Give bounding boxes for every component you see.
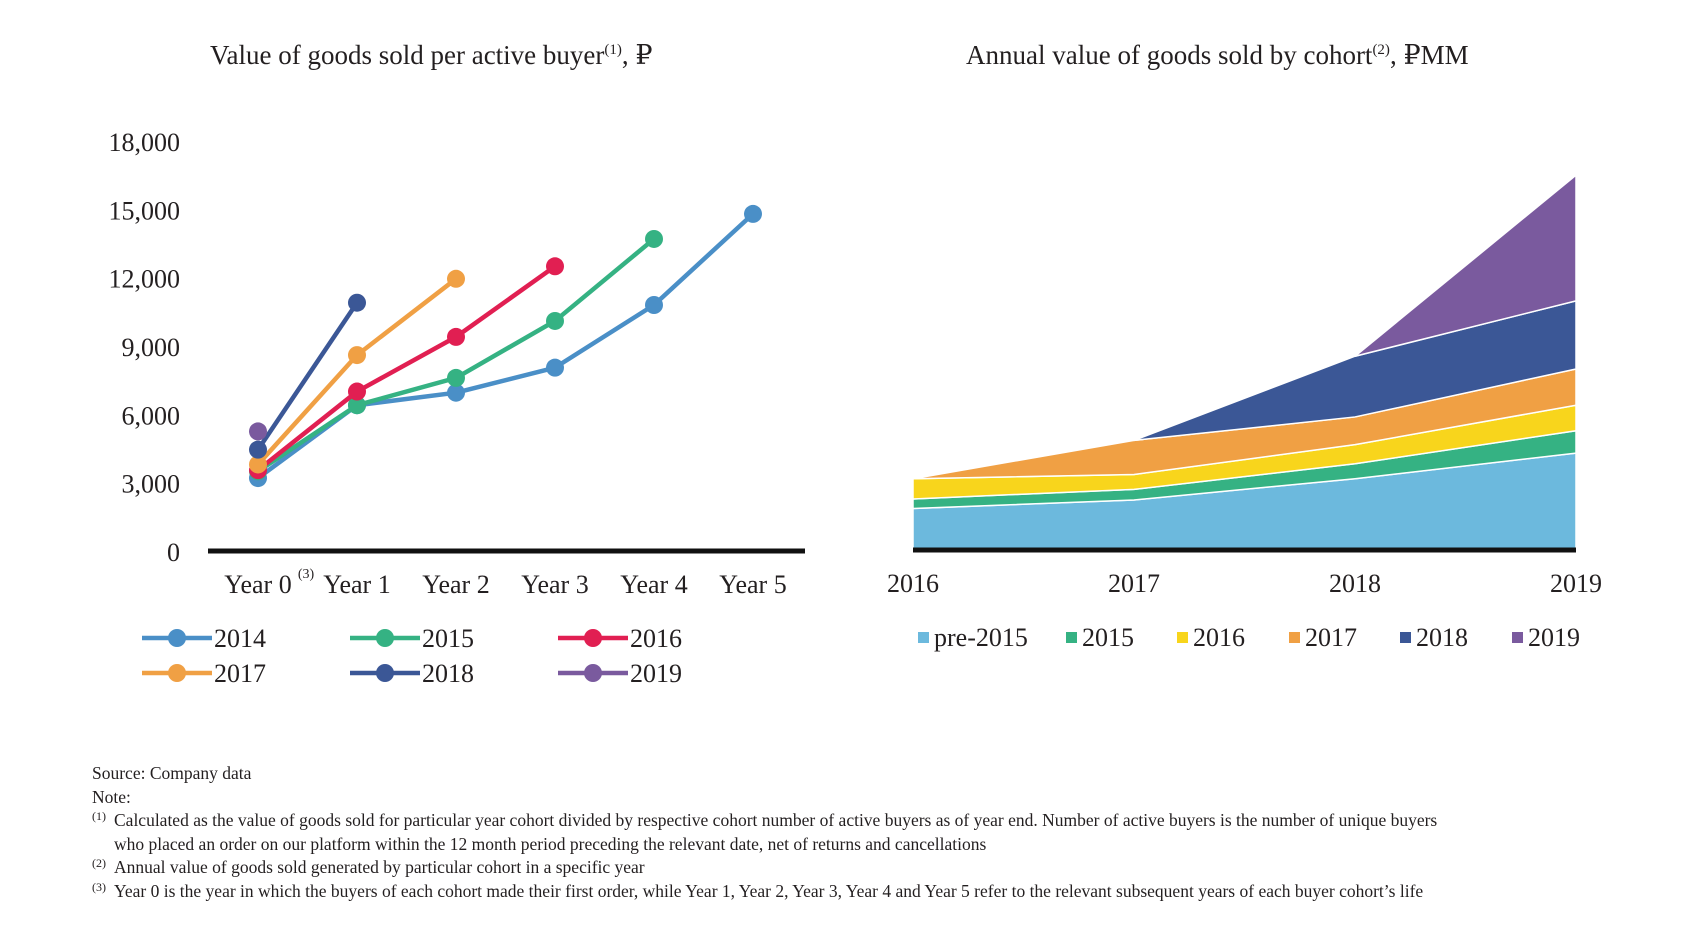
series-line-2016	[256, 264, 557, 472]
footnote-3-text: Year 0 is the year in which the buyers o…	[114, 880, 1424, 901]
legend-label-2015: 2015	[422, 624, 474, 653]
data-point-2014	[645, 296, 663, 314]
legend-label-2018: 2018	[1416, 623, 1468, 652]
y-tick-label: 0	[167, 538, 180, 567]
right-chart-title-footnote-mark: (2)	[1372, 42, 1390, 58]
legend-label-2014: 2014	[214, 624, 266, 653]
footnote-2: (2) Annual value of goods sold generated …	[92, 856, 1632, 880]
footnote-3: (3) Year 0 is the year in which the buyer…	[92, 880, 1632, 904]
x-tick-label: Year 2	[422, 570, 489, 599]
data-point-2014	[546, 358, 564, 377]
data-point-2017	[447, 269, 465, 288]
footnote-2-mark: (2)	[92, 856, 106, 870]
footnote-3-mark: (3)	[92, 879, 106, 894]
x-tick-label: 2018	[1329, 569, 1381, 598]
data-point-2019	[249, 422, 267, 441]
x-tick-label: Year 0	[224, 570, 291, 599]
footnote-1: (1) Calculated as the value of goods sold…	[92, 809, 1632, 833]
legend-label-2017: 2017	[1305, 623, 1357, 652]
y-tick-label: 12,000	[109, 265, 181, 294]
data-point-2016	[348, 382, 366, 401]
y-tick-label: 15,000	[109, 196, 181, 225]
right-chart-title: Annual value of goods sold by cohort(2),…	[966, 40, 1469, 71]
footnote-1-continuation: who placed an order on our platform with…	[114, 833, 987, 854]
series-line-2014	[256, 212, 755, 480]
legend-marker-2019	[584, 664, 602, 682]
stacked-area-chart: 2016 2017 2018 2019 pre-2015 2015 2016 2017 2018…	[887, 174, 1602, 652]
x-tick-label: Year 1	[323, 570, 390, 599]
x-tick-label: 2017	[1108, 569, 1160, 598]
legend-label-2015: 2015	[1082, 623, 1134, 652]
x-tick-label: 2019	[1550, 569, 1602, 598]
notes-section: Source: Company data Note: (1) Calculated…	[92, 762, 1632, 903]
data-point-2017	[249, 455, 267, 474]
data-point-2014	[744, 204, 762, 223]
left-chart-title-text: Value of goods sold per active buyer	[210, 40, 605, 70]
right-chart-title-unit: , ₽MM	[1389, 40, 1469, 70]
left-chart-title-unit: , ₽	[621, 40, 653, 70]
legend-label-2016: 2016	[630, 624, 682, 653]
y-tick-label: 3,000	[122, 470, 181, 499]
line-chart: 0 3,000 6,000 9,000 12,000 15,000 18,000 Year 0…	[109, 128, 805, 688]
legend-swatch-2015	[1066, 632, 1077, 643]
legend-marker-2017	[168, 664, 186, 682]
footnote-1-mark: (1)	[92, 809, 106, 823]
legend-swatch-2018	[1400, 632, 1411, 643]
data-point-2015	[546, 311, 564, 330]
left-chart-title-footnote-mark: (1)	[604, 42, 622, 58]
legend-marker-2018	[376, 664, 394, 682]
legend-swatch-2017	[1289, 632, 1300, 643]
footnote-1-line-1: Calculated as the value of goods sold fo…	[114, 810, 1438, 830]
left-chart-title: Value of goods sold per active buyer(1),…	[210, 40, 653, 71]
right-chart-title-text: Annual value of goods sold by cohort	[966, 40, 1373, 70]
data-point-2015	[348, 396, 366, 415]
legend-marker-2015	[376, 629, 394, 647]
area-2018	[1133, 300, 1577, 442]
source-line: Source: Company data	[92, 763, 252, 783]
x-tick-footnote-mark: (3)	[298, 567, 315, 582]
legend-marker-2014	[168, 629, 186, 647]
data-point-2016	[546, 257, 564, 276]
legend-swatch-2019	[1512, 632, 1523, 643]
legend-label-2016: 2016	[1193, 623, 1245, 652]
x-tick-label: Year 3	[521, 570, 588, 599]
data-point-2016	[447, 327, 465, 346]
footnote-2-text: Annual value of goods sold generated by …	[114, 857, 645, 877]
y-tick-label: 9,000	[122, 333, 181, 362]
legend-label-2018: 2018	[422, 659, 474, 688]
data-point-2017	[348, 346, 366, 365]
legend-label-pre-2015: pre-2015	[934, 623, 1028, 652]
legend-label-2019: 2019	[1528, 623, 1580, 652]
data-point-2015	[645, 229, 663, 248]
legend-label-2017: 2017	[214, 659, 266, 688]
legend-marker-2016	[584, 629, 602, 647]
series-line-2018	[256, 301, 359, 451]
data-point-2018	[249, 440, 267, 459]
note-label: Note:	[92, 786, 131, 807]
y-tick-label: 18,000	[109, 128, 181, 157]
data-point-2018	[348, 293, 366, 312]
area-2019	[1354, 174, 1577, 357]
legend-swatch-pre-2015	[918, 632, 929, 643]
x-tick-label: Year 4	[620, 570, 687, 599]
legend-swatch-2016	[1177, 632, 1188, 643]
data-point-2015	[447, 368, 465, 387]
y-tick-label: 6,000	[122, 401, 181, 430]
data-point-2014	[447, 383, 465, 402]
legend-label-2019: 2019	[630, 659, 682, 688]
x-tick-label: Year 5	[719, 570, 786, 599]
x-tick-label: 2016	[887, 569, 939, 598]
